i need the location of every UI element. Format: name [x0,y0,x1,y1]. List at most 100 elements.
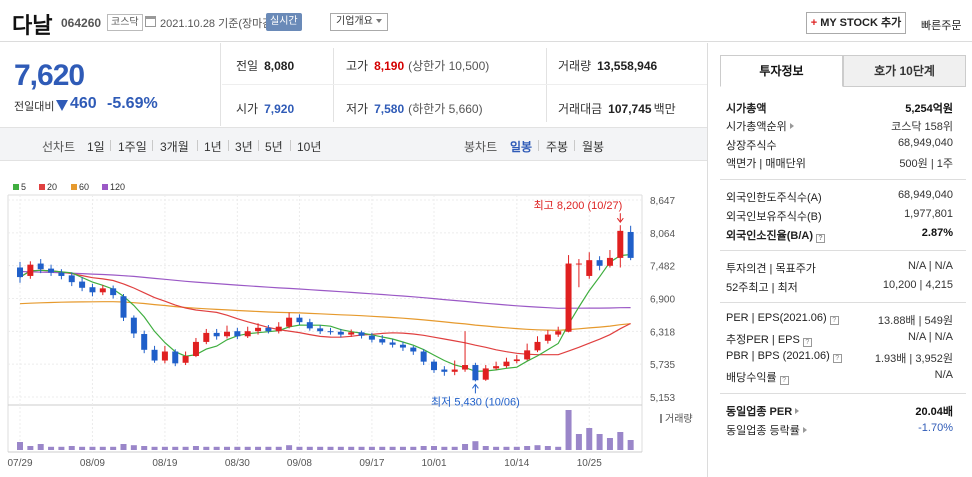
tab-investment-info[interactable]: 투자정보 [720,55,843,87]
volume-bar [317,446,324,450]
legend-label: 60 [79,182,90,192]
volume-bar [151,446,158,450]
candle-body [513,359,520,362]
help-icon: ? [832,354,842,363]
candle-body [141,334,148,350]
corp-info-dropdown[interactable]: 기업개요 [330,13,388,31]
candle-body [255,327,262,332]
period-5y[interactable]: 5년 [265,140,283,154]
calendar-icon [145,16,156,27]
row-foreign-rate[interactable]: 외국인소진율(B/A)? 2.87% [726,225,953,243]
foreign-limit-label: 외국인한도주식수(A) [726,192,822,204]
tab-order-book[interactable]: 호가 10단계 [843,55,966,87]
candle-body [234,331,241,337]
period-1y[interactable]: 1년 [204,140,222,154]
volume-bar [524,446,531,450]
y-tick-label: 6,318 [650,327,675,338]
period-monthly[interactable]: 월봉 [582,140,605,154]
legend-swatch [71,184,77,190]
line-chart-label: 선차트 [42,140,76,154]
stat-open: 시가 7,920 [236,100,294,117]
volume-bar [244,446,251,450]
candle-body [379,339,386,343]
quick-order-link[interactable]: 빠른주문 [921,20,962,32]
candle-body [441,369,448,372]
chevron-right-icon [795,408,800,414]
row-cap-rank[interactable]: 시가총액순위 코스닥 158위 [726,116,953,134]
volume-bar [27,446,34,450]
divider [197,140,198,151]
candle-body [606,257,613,266]
row-pbr[interactable]: PBR | BPS (2021.06)? 1.93배 | 3,952원 [726,348,953,366]
volume-bar [79,446,86,450]
legend-ma60: 60 [71,182,89,192]
candle-body [389,342,396,345]
period-3m[interactable]: 3개월 [160,140,189,154]
stat-prev: 전일 8,080 [236,57,294,74]
sector-per-label: 동일업종 PER [726,403,800,419]
row-sector-per[interactable]: 동일업종 PER 20.04배 [726,401,953,419]
x-tick-label: 08/19 [152,458,177,469]
volume-bar [141,446,148,450]
volume-bar [565,410,572,450]
my-stock-add-button[interactable]: + MY STOCK 추가 [806,12,906,34]
divider [152,140,153,151]
candle-body [493,366,500,369]
divider [290,140,291,151]
volume-bar [348,446,355,450]
divider [333,48,334,122]
x-tick-label: 10/01 [421,458,446,469]
sector-per-value: 20.04배 [915,406,953,418]
period-daily[interactable]: 일봉 [510,140,533,154]
stat-high-value: 8,190 [374,59,405,73]
volume-bar [255,446,262,450]
row-dividend[interactable]: 배당수익률? N/A [726,367,953,385]
ma5-line [19,253,631,372]
period-weekly[interactable]: 주봉 [546,140,569,154]
stock-code: 064260 [61,16,102,30]
period-3y[interactable]: 3년 [235,140,253,154]
dividend-value: N/A [934,369,953,381]
divider [110,140,111,151]
volume-bar [555,446,562,450]
candle-body [617,230,624,258]
candle-body [472,365,479,381]
candlestick-chart[interactable]: 5 20 60 120 8,647 8,064 7,482 6,900 6,318 5,7… [0,162,707,477]
current-price: 7,620 [14,59,85,92]
volume-bar [213,446,220,450]
candle-body [130,317,137,334]
volume-bar [451,446,458,450]
volume-bar [58,446,65,450]
candle-body [420,351,427,362]
candle-body [358,332,365,336]
candle-body [17,267,23,278]
candle-body [48,268,55,273]
period-1d[interactable]: 1일 [87,140,105,154]
volume-bar [420,446,427,450]
stat-lower-limit: (하한가 5,660) [408,102,483,116]
pbr-text: PBR | BPS (2021.06) [726,350,830,362]
row-per[interactable]: PER | EPS(2021.06)? 13.88배 | 549원 [726,310,953,328]
candle-body [79,281,86,288]
row-sector-rate[interactable]: 동일업종 등락률 -1.70% [726,420,953,438]
legend-ma20: 20 [39,182,57,192]
stat-upper-limit: (상한가 10,500) [408,59,490,73]
help-icon: ? [802,338,812,347]
foreign-hold-label: 외국인보유주식수(B) [726,211,822,223]
period-10y[interactable]: 10년 [297,140,322,154]
period-1w[interactable]: 1주일 [118,140,147,154]
legend-swatch [102,184,108,190]
row-est-per[interactable]: 추정PER | EPS? N/A | N/A [726,329,953,347]
candle-body [337,331,344,335]
panel-tabs: 투자정보 호가 10단계 [720,55,966,87]
ma120-line [19,270,631,309]
opinion-label: 투자의견 | 목표주가 [726,263,816,275]
candle-body [348,332,355,335]
y-tick-label: 8,064 [650,229,675,240]
legend-label: 5 [21,182,27,192]
stat-high: 고가 8,190 (상한가 10,500) [346,57,489,74]
realtime-button[interactable]: 실시간 [266,13,302,31]
stat-prev-value: 8,080 [264,59,295,73]
my-stock-label: MY STOCK 추가 [820,17,902,29]
candle-body [327,331,334,333]
